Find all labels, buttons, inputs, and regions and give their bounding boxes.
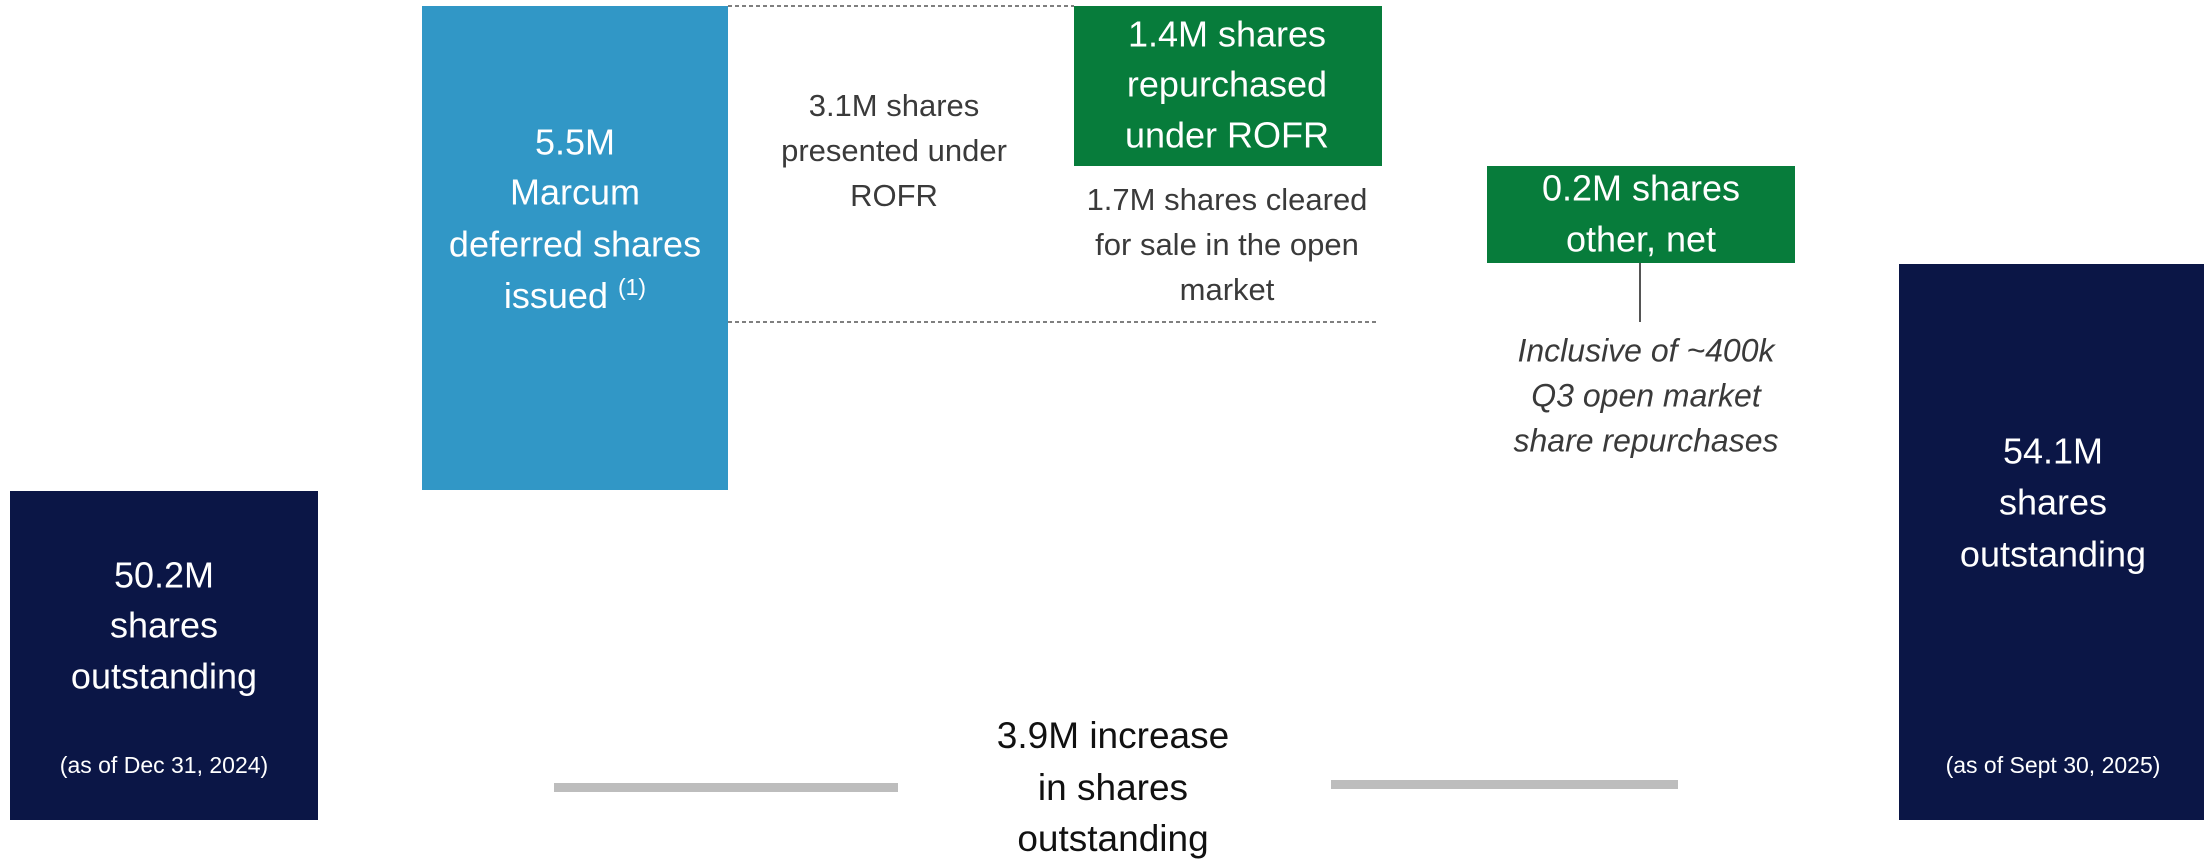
issued-text: 5.5M [535,122,615,163]
cleared-text: for sale in the open [1095,227,1359,262]
change-text: in shares [1038,767,1188,808]
issued-text: Marcum [510,172,640,213]
change-text: 3.9M increase [997,715,1229,756]
end-text: 54.1M [2003,431,2103,472]
issued-box [422,6,728,490]
start-date: (as of Dec 31, 2024) [60,752,268,778]
end-text: shares [1999,482,2107,523]
cleared-text: market [1180,272,1275,307]
bracket-bar [554,783,898,792]
presented-text: presented under [781,133,1007,168]
issued-line: issued (1) [504,274,646,315]
note-text: Q3 open market [1531,377,1762,413]
issued-text: deferred shares [449,224,701,265]
end-text: outstanding [1960,534,2146,575]
end-box [1899,264,2204,820]
repurchased-text: repurchased [1127,64,1327,105]
repurchased-text: 1.4M shares [1128,14,1326,55]
start-box [10,491,318,820]
repurchased-box [1074,6,1382,166]
bracket-bar [1331,780,1678,789]
note-text: share repurchases [1513,422,1778,458]
start-text: outstanding [71,656,257,697]
other-text: other, net [1566,219,1716,260]
other-box [1487,166,1795,263]
change-text: outstanding [1017,818,1208,859]
issued-text: issued [504,275,608,316]
repurchased-text: under ROFR [1125,115,1329,156]
start-text: shares [110,605,218,646]
cleared-text: 1.7M shares cleared [1087,182,1368,217]
end-date: (as of Sept 30, 2025) [1946,752,2161,778]
footnote: (1) [618,274,646,300]
presented-text: 3.1M shares [809,88,980,123]
other-text: 0.2M shares [1542,168,1740,209]
start-text: 50.2M [114,555,214,596]
note-text: Inclusive of ~400k [1517,332,1776,368]
presented-text: ROFR [850,178,938,213]
